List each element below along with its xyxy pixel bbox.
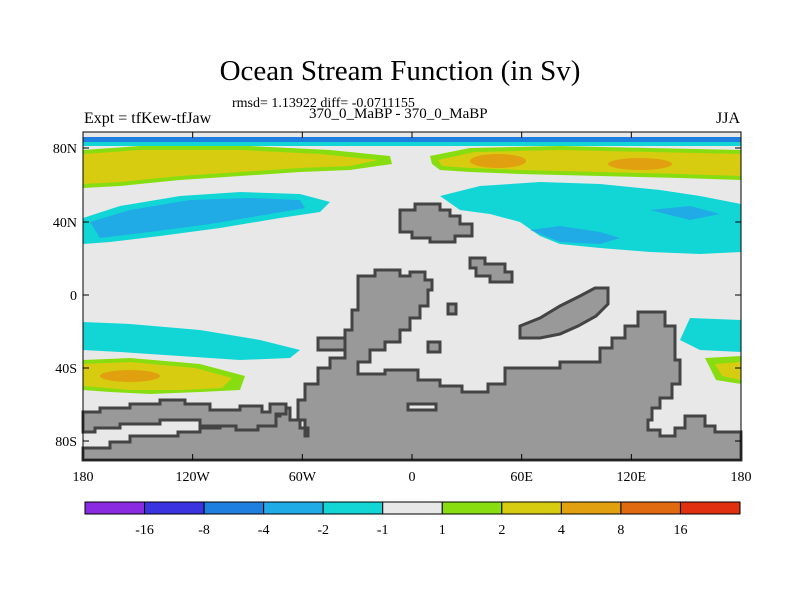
- x-tick-label: 60E: [510, 470, 533, 485]
- y-tick-label: 0: [70, 289, 77, 304]
- land-island: [468, 256, 514, 284]
- colorbar-swatch: [84, 501, 146, 515]
- experiment-label: Expt = tfKew-tfJaw: [84, 110, 212, 127]
- colorbar-label: 16: [673, 523, 687, 538]
- colorbar-swatch: [144, 501, 205, 515]
- season-label: JJA: [715, 110, 740, 127]
- colorbar-swatch: [382, 501, 443, 515]
- ocean-gap: [406, 402, 438, 412]
- colorbar-label: 2: [498, 523, 505, 538]
- x-tick-label: 0: [409, 470, 416, 485]
- case-label: 370_0_MaBP - 370_0_MaBP: [309, 106, 488, 122]
- contour-band-yellow: [83, 150, 378, 184]
- y-tick-label: 80N: [53, 142, 77, 157]
- colorbar-label: -2: [317, 523, 329, 538]
- contour-band-orange: [470, 154, 526, 168]
- x-axis: 180 120W 60W 0 60E 120E 180: [73, 132, 752, 485]
- contour-band-light-blue: [530, 226, 620, 244]
- chart-title: Ocean Stream Function (in Sv): [219, 55, 581, 87]
- colorbar-swatch: [441, 501, 503, 515]
- colorbar-swatch: [560, 501, 622, 515]
- land-island: [446, 302, 458, 316]
- colorbar-swatch: [501, 501, 562, 515]
- colorbar-label: 4: [558, 523, 565, 538]
- colorbar-label: -1: [377, 523, 389, 538]
- stats-label: rmsd= 1.13922 diff= -0.0711155: [232, 96, 415, 111]
- y-axis: 80N 40N 0 40S 80S: [53, 142, 741, 450]
- x-tick-label: 60W: [289, 470, 317, 485]
- y-tick-label: 80S: [55, 435, 77, 450]
- colorbar-swatch: [679, 501, 741, 515]
- contour-band-blue: [83, 137, 741, 142]
- x-tick-label: 180: [731, 470, 752, 485]
- contour-band-orange: [608, 158, 672, 170]
- contour-band-cyan: [83, 322, 300, 360]
- colorbar-label: -8: [198, 523, 210, 538]
- contour-band-cyan: [680, 318, 741, 352]
- contour-band-yellow: [715, 362, 741, 380]
- map-plot: 80N 40N 0 40S 80S 180 120W 60W 0 60E 120E 180: [53, 131, 752, 485]
- colorbar-label: 8: [617, 523, 624, 538]
- contour-band-cyan: [440, 182, 741, 254]
- x-tick-label: 120W: [176, 470, 211, 485]
- colorbar-label: -4: [258, 523, 270, 538]
- land-west-antarctica: [81, 398, 288, 434]
- contour-band-light-blue: [650, 206, 720, 220]
- colorbar-swatch: [203, 501, 265, 515]
- land-europe: [398, 202, 474, 244]
- colorbar-swatch: [620, 501, 681, 515]
- colorbar: -16 -8 -4 -2 -1 1 2 4 8 16: [84, 501, 741, 538]
- land-island: [426, 340, 442, 354]
- land-americas-antarctica: [81, 268, 743, 462]
- land-island: [518, 286, 610, 340]
- land-masses: [81, 202, 743, 462]
- contour-band-cyan: [83, 142, 741, 146]
- y-tick-label: 40S: [55, 362, 77, 377]
- contour-band-orange: [100, 370, 160, 382]
- colorbar-label: 1: [439, 523, 446, 538]
- contour-band-light-blue: [90, 198, 305, 238]
- colorbar-swatch: [322, 501, 384, 515]
- x-tick-label: 120E: [617, 470, 647, 485]
- x-tick-label: 180: [73, 470, 94, 485]
- y-tick-label: 40N: [53, 216, 77, 231]
- colorbar-label: -16: [135, 523, 154, 538]
- colorbar-swatch: [263, 501, 324, 515]
